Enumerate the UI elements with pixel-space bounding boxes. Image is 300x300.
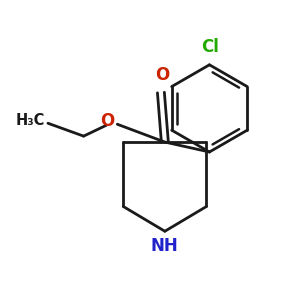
Text: Cl: Cl [202, 38, 219, 56]
Text: H₃C: H₃C [16, 113, 45, 128]
Text: NH: NH [151, 237, 179, 255]
Text: O: O [155, 66, 169, 84]
Text: O: O [100, 112, 114, 130]
